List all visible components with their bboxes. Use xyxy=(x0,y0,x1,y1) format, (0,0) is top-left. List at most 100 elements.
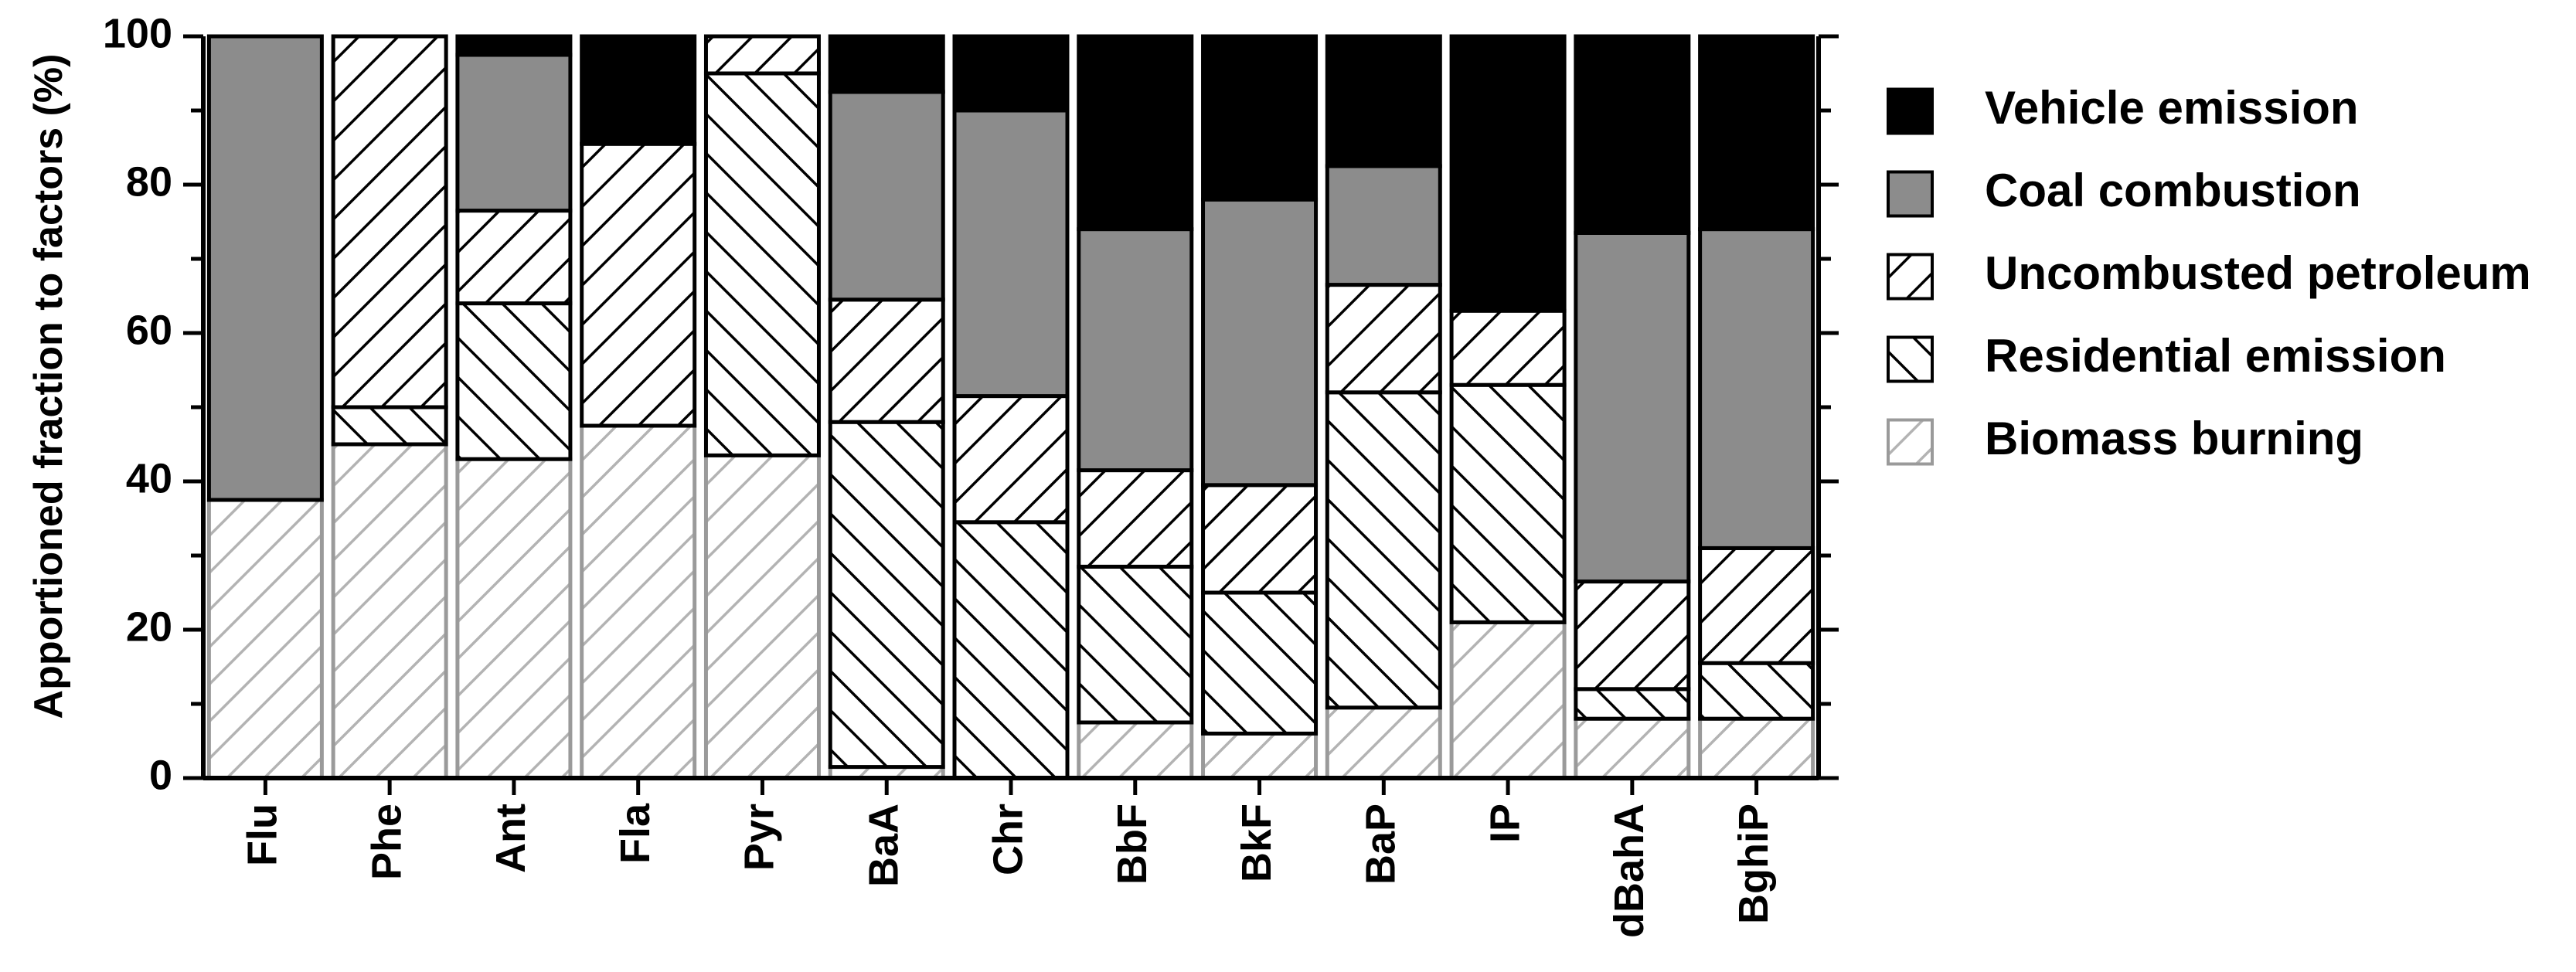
bar-segment-biomass-burning-ip xyxy=(1449,620,1567,780)
bar-segment-residential-emission-bbf xyxy=(1077,564,1194,725)
bar-stack-bap xyxy=(1325,34,1442,780)
bar-segment-residential-emission-phe xyxy=(331,405,448,447)
bar-segment-vehicle-emission-baa xyxy=(828,34,945,94)
y-tick-label: 0 xyxy=(149,752,172,798)
bar-segment-residential-emission-ip xyxy=(1449,382,1567,624)
legend-swatch xyxy=(1887,87,1934,135)
x-tick-label: Phe xyxy=(363,804,410,880)
bar-segment-residential-emission-dbaha xyxy=(1574,687,1691,721)
y-tick-label: 80 xyxy=(126,158,172,205)
bar-stack-chr xyxy=(952,34,1070,780)
x-tick-label: BaP xyxy=(1358,804,1404,885)
x-tick-label: Ant xyxy=(488,804,534,873)
bar-segment-vehicle-emission-fla xyxy=(580,34,697,146)
y-tick-label: 60 xyxy=(126,307,172,353)
plot-area: 0 20 40 60 80 100 Flu Phe Ant Fla Pyr BaA Chr BbF BkF… xyxy=(103,10,1839,938)
bar-segment-biomass-burning-fla xyxy=(580,423,697,780)
bar-stack-pyr xyxy=(703,34,821,780)
bar-segment-vehicle-emission-dbaha xyxy=(1574,34,1691,235)
bar-stack-ant xyxy=(455,34,573,780)
bar-segment-residential-emission-pyr xyxy=(703,71,821,457)
bar-segment-vehicle-emission-chr xyxy=(952,34,1070,113)
bar-stack-dbaha xyxy=(1574,34,1691,780)
x-tick-label: BkF xyxy=(1234,804,1280,882)
bar-segment-uncombusted-petroleum-dbaha xyxy=(1574,579,1691,692)
bar-stack-baa xyxy=(828,34,945,780)
bar-segment-uncombusted-petroleum-pyr xyxy=(703,34,821,76)
legend-swatch xyxy=(1887,170,1934,218)
legend-item-uncombusted-petroleum: Uncombusted petroleum xyxy=(1887,247,2531,301)
y-tick-labels: 0 20 40 60 80 100 xyxy=(103,10,172,798)
bar-segment-vehicle-emission-ip xyxy=(1449,34,1567,313)
bar-segment-coal-combustion-bbf xyxy=(1077,227,1194,473)
bar-segment-biomass-burning-bghip xyxy=(1698,716,1815,780)
bar-stack-flu xyxy=(206,34,324,780)
bar-segment-residential-emission-baa xyxy=(828,420,945,770)
bar-segment-biomass-burning-ant xyxy=(455,457,573,780)
bar-segment-vehicle-emission-ant xyxy=(455,34,573,57)
x-tick-label: Flu xyxy=(240,804,286,866)
bar-stack-fla xyxy=(580,34,697,780)
bar-segment-biomass-burning-pyr xyxy=(703,453,821,780)
legend-item-residential-emission: Residential emission xyxy=(1887,330,2446,383)
bar-segment-vehicle-emission-bbf xyxy=(1077,34,1194,232)
bar-segment-uncombusted-petroleum-ant xyxy=(455,209,573,306)
bar-segment-uncombusted-petroleum-bbf xyxy=(1077,468,1194,569)
bar-segment-coal-combustion-bap xyxy=(1325,164,1442,287)
bar-segment-biomass-burning-bkf xyxy=(1201,731,1319,780)
bar-stack-bghip xyxy=(1698,34,1815,780)
bar-segment-vehicle-emission-bap xyxy=(1325,34,1442,168)
bar-segment-coal-combustion-flu xyxy=(206,34,324,502)
bar-stack-phe xyxy=(331,34,448,780)
legend: Vehicle emission Coal combustion Uncombust… xyxy=(1887,82,2531,466)
bar-segment-coal-combustion-bkf xyxy=(1201,197,1319,488)
legend-item-vehicle-emission: Vehicle emission xyxy=(1887,82,2359,135)
bar-segment-uncombusted-petroleum-bap xyxy=(1325,283,1442,395)
x-tick-labels: Flu Phe Ant Fla Pyr BaA Chr BbF BkF BaP IP dBahA Bgh… xyxy=(240,803,1777,938)
legend-label: Vehicle emission xyxy=(1985,82,2359,134)
bar-segment-coal-combustion-ant xyxy=(455,53,573,213)
x-tick-label: Fla xyxy=(612,803,658,864)
y-tick-label: 20 xyxy=(126,603,172,650)
bar-segment-uncombusted-petroleum-fla xyxy=(580,141,697,428)
bar-segment-biomass-burning-bbf xyxy=(1077,720,1194,780)
bar-segment-uncombusted-petroleum-bghip xyxy=(1698,545,1815,665)
bar-stack-bbf xyxy=(1077,34,1194,780)
bar-segment-biomass-burning-bap xyxy=(1325,705,1442,780)
x-tick-label: BaA xyxy=(860,804,907,887)
y-tick-label: 100 xyxy=(103,10,172,56)
bar-segment-biomass-burning-dbaha xyxy=(1574,716,1691,780)
x-tick-label: dBahA xyxy=(1606,804,1652,938)
bar-segment-uncombusted-petroleum-chr xyxy=(952,394,1070,525)
legend-label: Uncombusted petroleum xyxy=(1985,247,2531,299)
bar-segment-residential-emission-ant xyxy=(455,301,573,461)
bar-segment-residential-emission-bap xyxy=(1325,390,1442,710)
bar-stack-bkf xyxy=(1201,34,1319,780)
bar-segment-coal-combustion-chr xyxy=(952,108,1070,399)
x-tick-label: Pyr xyxy=(737,804,783,871)
y-axis-title: Apportioned fraction to factors (%) xyxy=(26,54,71,719)
bar-segment-vehicle-emission-bghip xyxy=(1698,34,1815,232)
legend-item-coal-combustion: Coal combustion xyxy=(1887,165,2361,218)
bar-segment-uncombusted-petroleum-phe xyxy=(331,34,448,410)
bar-segment-biomass-burning-flu xyxy=(206,498,324,780)
bar-segment-uncombusted-petroleum-bkf xyxy=(1201,483,1319,595)
bar-segment-residential-emission-bkf xyxy=(1201,590,1319,736)
bar-segment-uncombusted-petroleum-baa xyxy=(828,297,945,424)
x-tick-label: IP xyxy=(1482,804,1528,843)
legend-label: Coal combustion xyxy=(1985,165,2361,216)
legend-label: Residential emission xyxy=(1985,330,2446,382)
bar-segment-coal-combustion-baa xyxy=(828,90,945,302)
bar-segment-uncombusted-petroleum-ip xyxy=(1449,308,1567,387)
bar-stacks xyxy=(206,34,1815,780)
bar-segment-coal-combustion-bghip xyxy=(1698,227,1815,550)
legend-swatch xyxy=(1887,253,1934,301)
bar-segment-residential-emission-bghip xyxy=(1698,661,1815,721)
legend-swatch xyxy=(1887,418,1934,466)
x-tick-label: Chr xyxy=(985,804,1031,875)
y-tick-label: 40 xyxy=(126,455,172,501)
legend-swatch xyxy=(1887,335,1934,383)
legend-item-biomass-burning: Biomass burning xyxy=(1887,413,2363,466)
legend-label: Biomass burning xyxy=(1985,413,2363,464)
